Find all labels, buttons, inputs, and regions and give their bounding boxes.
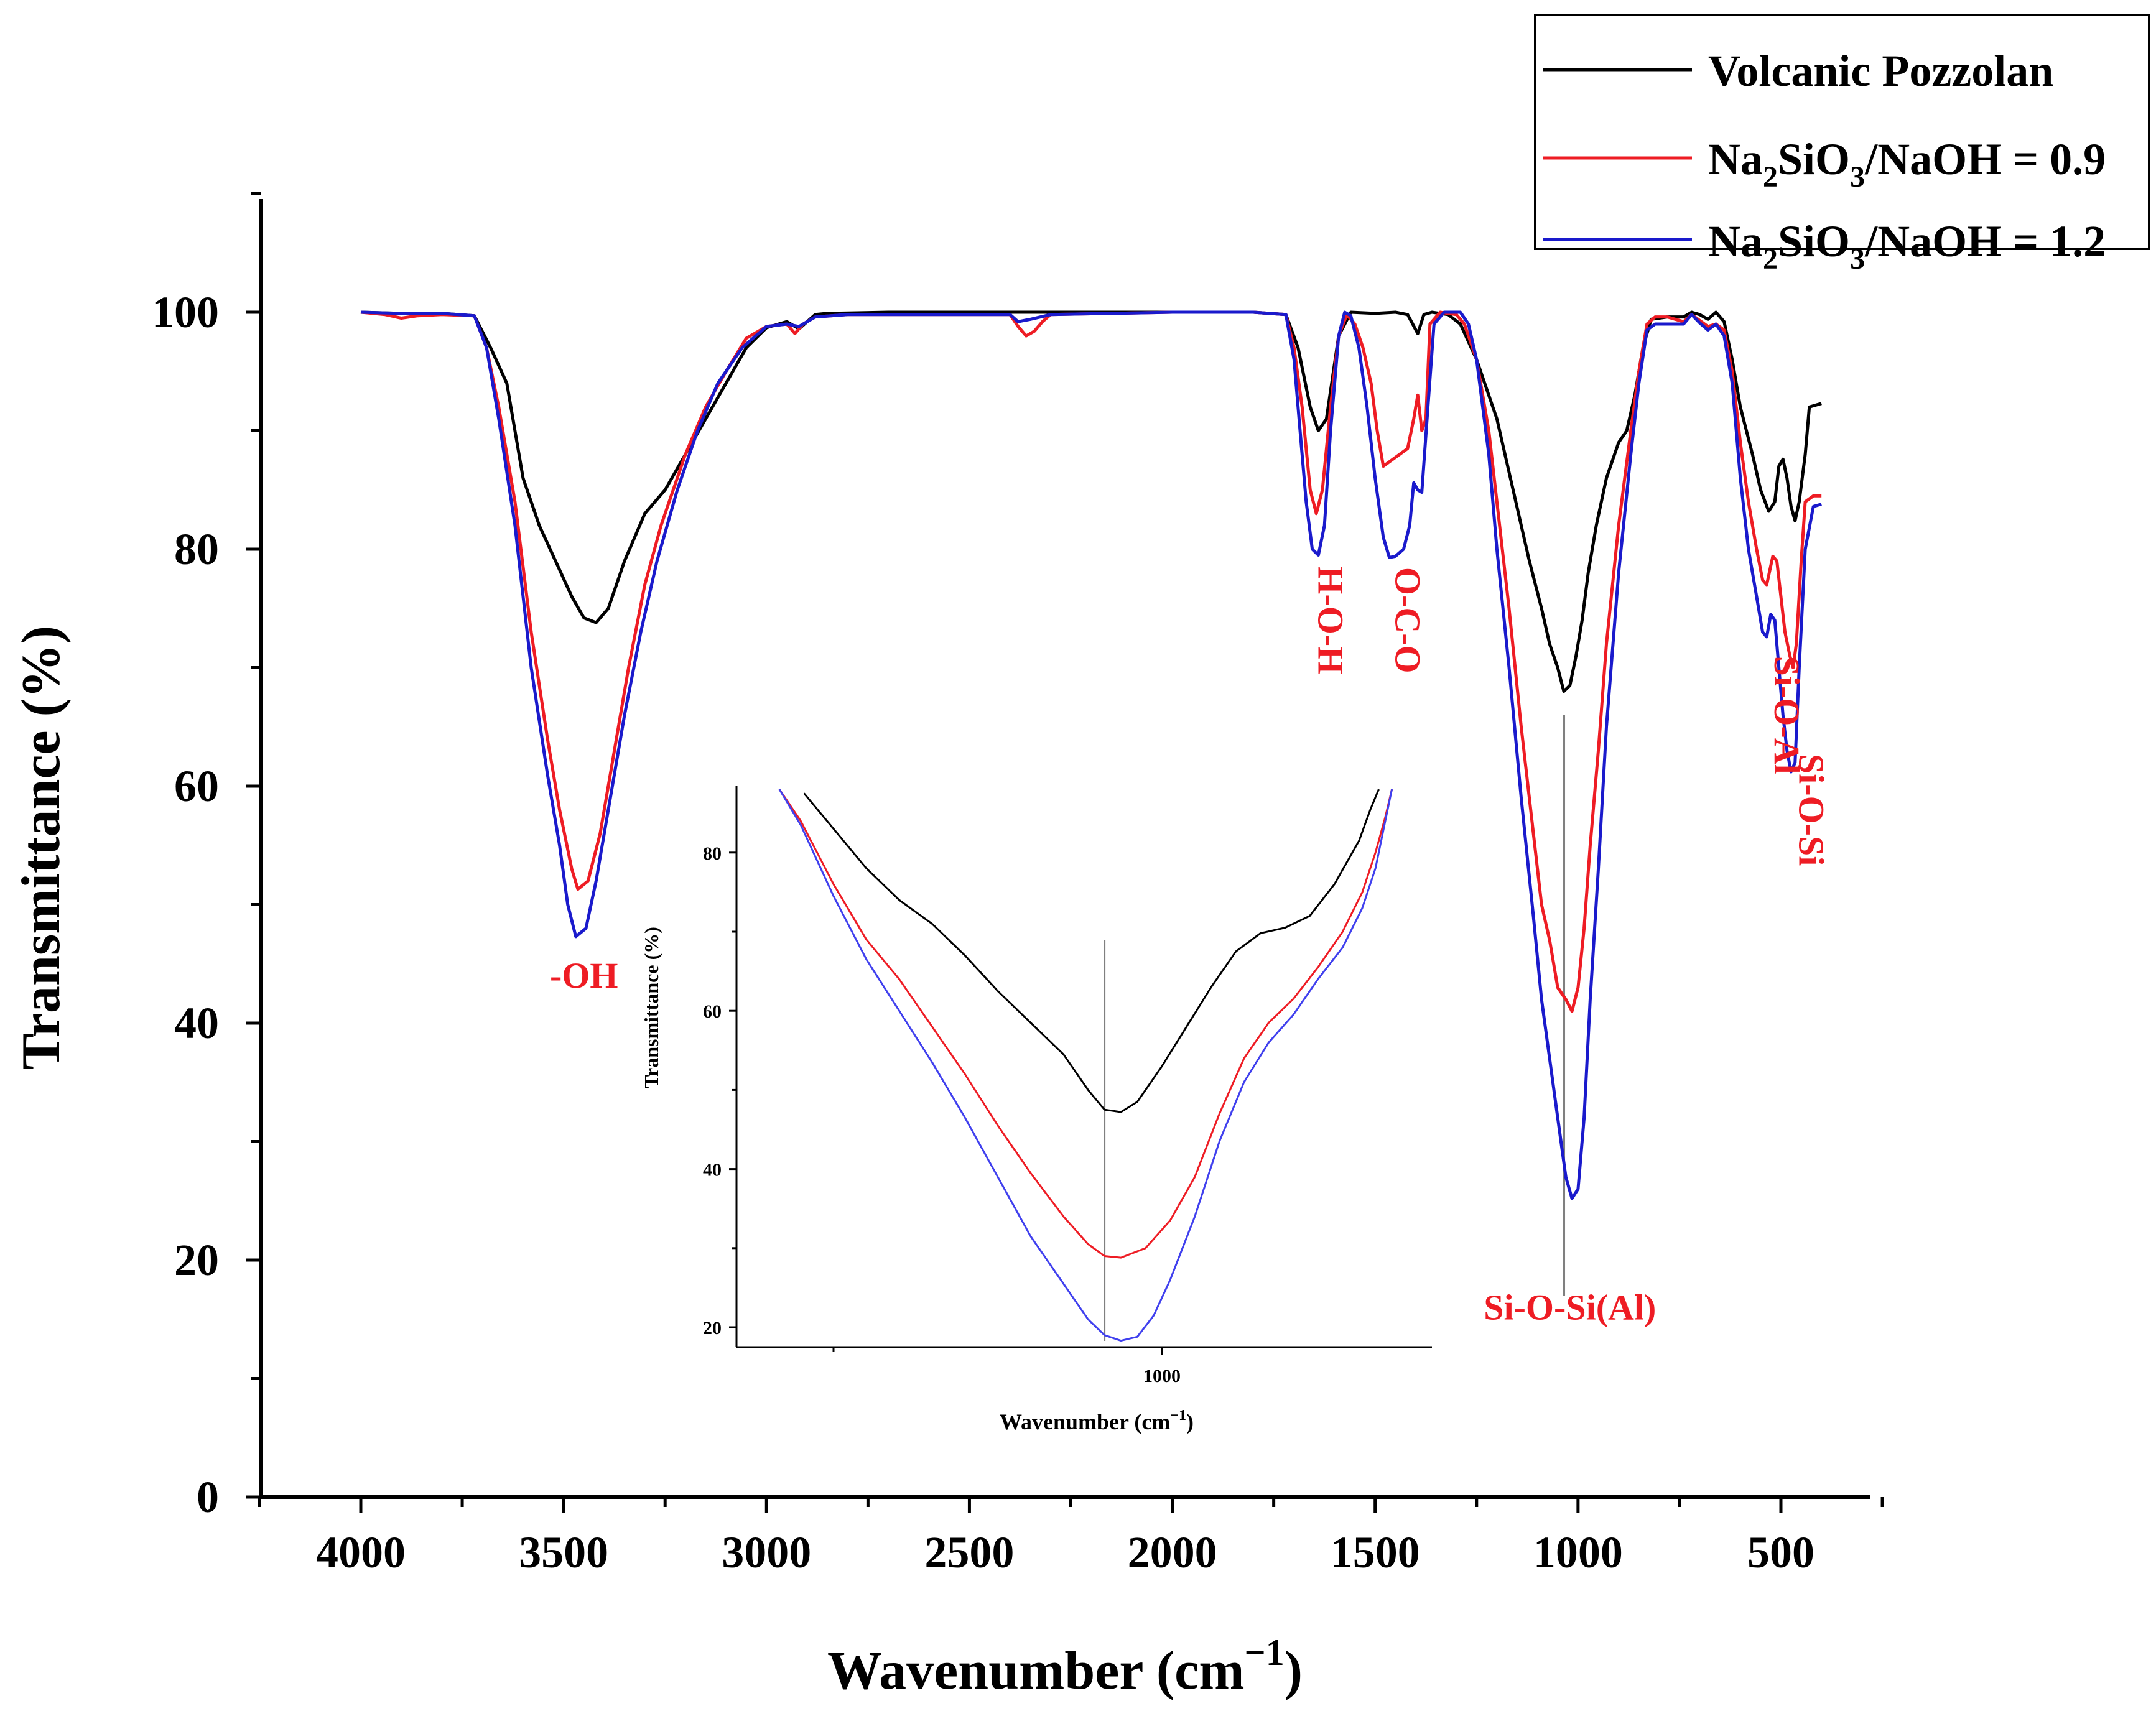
legend-label-1-2: Na2SiO3/NaOH = 1.2	[1708, 216, 2106, 276]
legend-1-2-sio: SiO	[1778, 216, 1850, 266]
main-x-ticks: 4000 3500 3000 2500 2000 1500 1000 500	[258, 1497, 1884, 1577]
main-y-tick-label: 100	[152, 287, 219, 337]
annotation-0: -OH	[550, 955, 618, 996]
inset-x-tick-label: 1000	[1143, 1366, 1181, 1386]
inset-x-ticks: 1000	[832, 1347, 1181, 1386]
inset-series-line-2	[778, 789, 1393, 1342]
legend-1-2-sub2: 3	[1850, 243, 1865, 276]
main-x-tick-label: 2000	[1128, 1528, 1217, 1577]
legend-0-9-sio: SiO	[1778, 134, 1850, 184]
inset-y-tick-label: 40	[703, 1160, 722, 1180]
main-series-line-0	[360, 310, 1822, 693]
legend-0-9-na: Na	[1708, 134, 1763, 184]
inset-y-tick-label: 20	[703, 1318, 722, 1338]
main-x-tick-label: 4000	[316, 1528, 406, 1577]
legend-1-2-na: Na	[1708, 216, 1763, 266]
inset-y-ticks: 20 40 60 80	[703, 843, 736, 1338]
legend-0-9-sub1: 2	[1763, 160, 1778, 193]
main-y-tick-label: 40	[174, 998, 219, 1048]
legend: Volcanic Pozzolan Na2SiO3/NaOH = 0.9 Na2…	[1534, 14, 2150, 276]
legend-label-0-9: Na2SiO3/NaOH = 0.9	[1708, 134, 2106, 193]
legend-0-9-rest: /NaOH = 0.9	[1864, 134, 2106, 184]
inset-series-line-1	[778, 789, 1393, 1259]
legend-label-volcanic: Volcanic Pozzolan	[1708, 46, 2053, 96]
annotation-2: O-C-O	[1387, 567, 1428, 674]
inset-x-title-text: Wavenumber (cm	[1000, 1409, 1170, 1434]
inset-background	[700, 786, 1434, 1347]
inset-y-tick-label: 80	[703, 843, 722, 864]
annotation-1: H-O-H	[1310, 566, 1350, 674]
inset-y-tick-label: 60	[703, 1001, 722, 1022]
legend-box	[1534, 14, 2150, 250]
inset-series-line-0	[803, 789, 1380, 1113]
main-x-title-text: Wavenumber (cm	[827, 1641, 1245, 1701]
main-y-tick-label: 60	[174, 761, 219, 811]
main-axes	[259, 199, 1870, 1499]
main-x-tick-label: 500	[1747, 1528, 1814, 1577]
main-y-ticks: 0 20 40 60 80 100	[152, 192, 261, 1522]
legend-1-2-rest: /NaOH = 1.2	[1864, 216, 2106, 266]
main-x-tick-label: 3500	[519, 1528, 608, 1577]
main-x-tick-label: 1000	[1533, 1528, 1623, 1577]
inset-series-group	[778, 789, 1393, 1342]
main-y-tick-label: 0	[197, 1472, 219, 1522]
legend-1-2-sub1: 2	[1763, 243, 1778, 276]
main-series-line-2	[360, 310, 1822, 1200]
main-x-title-sup: −1	[1245, 1632, 1285, 1673]
inset-x-axis-title: Wavenumber (cm−1)	[1000, 1407, 1194, 1434]
annotation-4: Si-O-Al	[1767, 656, 1807, 774]
main-y-tick-label: 80	[174, 524, 219, 574]
main-y-axis-title: Transmittance (%)	[11, 626, 72, 1070]
annotation-5: Si-O-Si	[1791, 754, 1831, 866]
main-series-group	[360, 310, 1822, 1200]
inset-x-title-sup: −1	[1170, 1407, 1186, 1424]
main-x-tick-label: 2500	[924, 1528, 1014, 1577]
main-x-title-close: )	[1285, 1641, 1303, 1701]
inset: 1000 20 40 60 80 Wavenumber (cm−1) Transmit…	[640, 786, 1434, 1434]
legend-0-9-sub2: 3	[1850, 160, 1865, 193]
inset-x-title-close: )	[1186, 1409, 1194, 1434]
main-x-tick-label: 3000	[722, 1528, 811, 1577]
main-y-tick-label: 20	[174, 1235, 219, 1285]
main-x-axis-title: Wavenumber (cm−1)	[827, 1632, 1303, 1701]
inset-y-axis-title: Transmittance (%)	[640, 927, 662, 1088]
main-x-tick-label: 1500	[1331, 1528, 1420, 1577]
annotation-3: Si-O-Si(Al)	[1484, 1287, 1656, 1327]
